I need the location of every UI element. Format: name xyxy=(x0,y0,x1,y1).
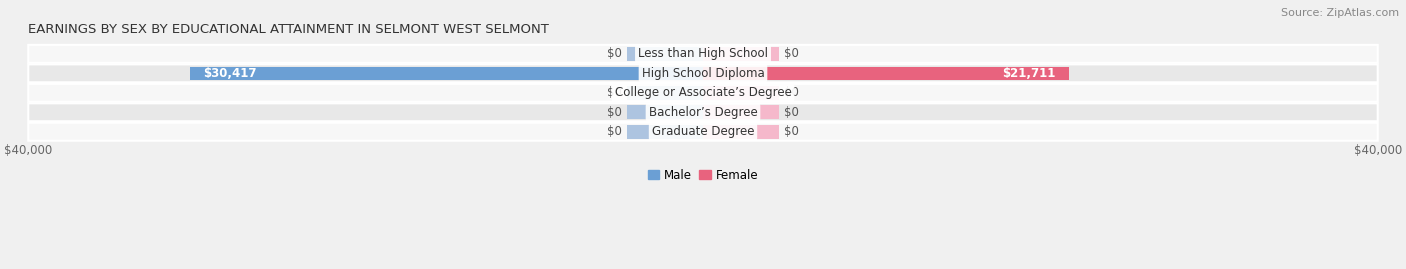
Text: $0: $0 xyxy=(607,47,621,60)
Bar xyxy=(627,125,703,139)
Text: Graduate Degree: Graduate Degree xyxy=(652,125,754,138)
Text: $0: $0 xyxy=(607,106,621,119)
FancyBboxPatch shape xyxy=(28,123,1378,141)
Text: EARNINGS BY SEX BY EDUCATIONAL ATTAINMENT IN SELMONT WEST SELMONT: EARNINGS BY SEX BY EDUCATIONAL ATTAINMEN… xyxy=(28,23,550,36)
FancyBboxPatch shape xyxy=(28,103,1378,121)
Text: College or Associate’s Degree: College or Associate’s Degree xyxy=(614,86,792,99)
Text: $0: $0 xyxy=(785,106,799,119)
Bar xyxy=(627,47,703,61)
Text: $0: $0 xyxy=(785,47,799,60)
Text: Bachelor’s Degree: Bachelor’s Degree xyxy=(648,106,758,119)
Bar xyxy=(703,105,779,119)
FancyBboxPatch shape xyxy=(28,45,1378,63)
Bar xyxy=(703,47,779,61)
FancyBboxPatch shape xyxy=(28,64,1378,82)
Text: $30,417: $30,417 xyxy=(204,67,257,80)
Bar xyxy=(627,86,703,100)
Bar xyxy=(627,105,703,119)
Text: $0: $0 xyxy=(607,86,621,99)
Legend: Male, Female: Male, Female xyxy=(643,164,763,186)
Text: $0: $0 xyxy=(785,125,799,138)
Text: $0: $0 xyxy=(785,86,799,99)
Text: $21,711: $21,711 xyxy=(1002,67,1056,80)
Bar xyxy=(703,86,779,100)
Text: $0: $0 xyxy=(607,125,621,138)
Text: Source: ZipAtlas.com: Source: ZipAtlas.com xyxy=(1281,8,1399,18)
Bar xyxy=(703,125,779,139)
Text: Less than High School: Less than High School xyxy=(638,47,768,60)
Bar xyxy=(190,66,703,80)
Text: High School Diploma: High School Diploma xyxy=(641,67,765,80)
Bar xyxy=(703,66,1069,80)
FancyBboxPatch shape xyxy=(28,84,1378,102)
